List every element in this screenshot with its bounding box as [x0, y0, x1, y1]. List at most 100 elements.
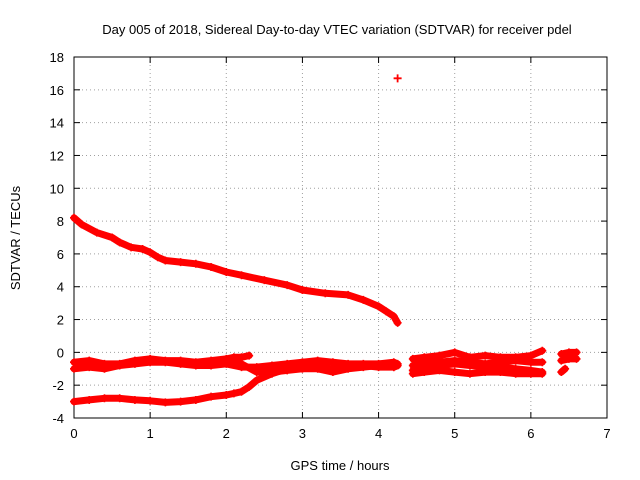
data-point-marker	[420, 368, 429, 377]
plot-frame	[73, 56, 608, 419]
data-point-marker	[561, 364, 570, 373]
data-point-marker	[465, 358, 474, 367]
data-point-marker	[267, 368, 276, 377]
data-point-marker	[435, 366, 444, 375]
data-point-marker	[237, 359, 246, 368]
data-series	[70, 74, 581, 407]
data-point-marker	[237, 271, 246, 280]
data-point-marker	[161, 398, 170, 407]
data-point-marker	[130, 359, 139, 368]
data-point-marker	[85, 395, 94, 404]
x-tick-label: 6	[527, 426, 534, 441]
data-point-marker	[252, 368, 261, 377]
data-point-marker	[511, 369, 520, 378]
data-point-marker	[138, 244, 147, 253]
data-point-marker	[313, 364, 322, 373]
data-point-marker	[100, 394, 109, 403]
y-tick-label: 4	[57, 280, 64, 295]
data-point-marker	[450, 356, 459, 365]
data-point-marker	[481, 368, 490, 377]
data-point-marker	[374, 361, 383, 370]
y-tick-label: 12	[50, 148, 64, 163]
data-point-marker	[420, 359, 429, 368]
data-point-marker	[408, 369, 417, 378]
data-point-marker	[115, 361, 124, 370]
data-point-marker	[161, 256, 170, 265]
data-point-marker	[408, 361, 417, 370]
data-point-marker	[321, 289, 330, 298]
y-tick-label: 8	[57, 214, 64, 229]
data-point-marker	[207, 263, 216, 272]
data-point-marker	[389, 363, 398, 372]
data-point-marker	[481, 359, 490, 368]
data-point-marker	[298, 364, 307, 373]
data-point-marker	[207, 361, 216, 370]
chart-title: Day 005 of 2018, Sidereal Day-to-day VTE…	[102, 22, 572, 37]
outlier-point	[393, 74, 402, 83]
data-point-marker	[222, 267, 231, 276]
data-point-marker	[564, 354, 573, 363]
y-axis-label: SDTVAR / TECUs	[8, 185, 23, 290]
data-point-marker	[191, 361, 200, 370]
data-point-marker	[245, 382, 254, 391]
data-point-marker	[344, 290, 353, 299]
data-point-marker	[222, 358, 231, 367]
y-tick-label: 18	[50, 50, 64, 65]
data-point-marker	[207, 392, 216, 401]
data-point-marker	[108, 233, 117, 242]
y-tick-label: 10	[50, 181, 64, 196]
data-point-marker	[572, 354, 581, 363]
data-point-marker	[283, 281, 292, 290]
grid-lines	[74, 57, 607, 418]
x-tick-label: 2	[223, 426, 230, 441]
data-point-marker	[538, 346, 547, 355]
data-point-marker	[393, 318, 402, 327]
data-point-marker	[176, 397, 185, 406]
data-point-marker	[252, 376, 261, 385]
data-point-marker	[191, 395, 200, 404]
data-point-marker	[245, 351, 254, 360]
data-point-marker	[146, 396, 155, 405]
y-tick-label: 2	[57, 313, 64, 328]
data-point-marker	[526, 369, 535, 378]
data-point-marker	[450, 348, 459, 357]
data-point-marker	[344, 364, 353, 373]
data-point-marker	[146, 358, 155, 367]
data-point-marker	[130, 395, 139, 404]
data-point-marker	[481, 351, 490, 360]
x-tick-label: 3	[299, 426, 306, 441]
data-point-marker	[496, 358, 505, 367]
y-tick-label: 0	[57, 345, 64, 360]
data-point-marker	[374, 302, 383, 311]
y-tick-label: 14	[50, 116, 64, 131]
data-point-marker	[260, 276, 269, 285]
data-point-marker	[496, 368, 505, 377]
data-point-marker	[450, 368, 459, 377]
data-point-marker	[92, 228, 101, 237]
data-point-marker	[176, 258, 185, 267]
data-point-marker	[511, 356, 520, 365]
data-point-marker	[191, 259, 200, 268]
data-point-marker	[115, 238, 124, 247]
data-point-marker	[526, 358, 535, 367]
x-axis-label: GPS time / hours	[291, 458, 390, 473]
data-point-marker	[538, 369, 547, 378]
x-tick-label: 4	[375, 426, 382, 441]
data-point-marker	[70, 397, 78, 406]
data-point-marker	[146, 248, 155, 257]
data-point-marker	[115, 394, 124, 403]
data-point-marker	[153, 253, 162, 262]
x-tick-label: 0	[70, 426, 77, 441]
data-point-marker	[359, 363, 368, 372]
x-tick-label: 5	[451, 426, 458, 441]
y-tick-label: -4	[52, 411, 64, 426]
data-point-marker	[100, 364, 109, 373]
data-point-marker	[222, 391, 231, 400]
series-8-band	[409, 366, 546, 378]
data-point-marker	[77, 220, 86, 229]
data-point-marker	[70, 213, 78, 222]
series-7-band	[409, 357, 546, 369]
data-point-marker	[538, 358, 547, 367]
